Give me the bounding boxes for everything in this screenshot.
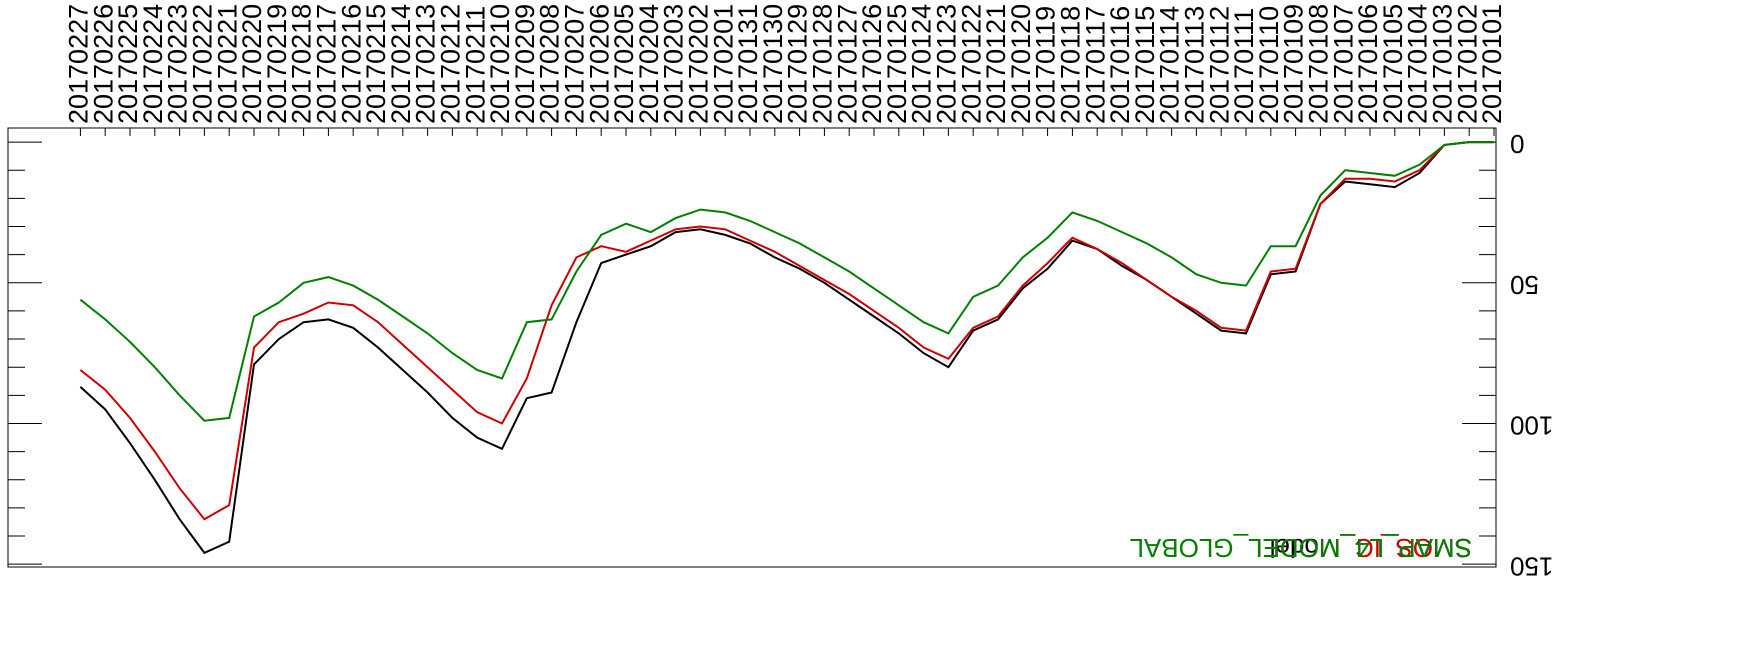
- x-tick-label: 20170211: [460, 6, 490, 124]
- x-tick-label: 20170106: [1353, 4, 1383, 124]
- x-tick-label: 20170227: [64, 4, 94, 124]
- x-tick-label: 20170124: [907, 4, 937, 124]
- x-tick-label: 20170120: [1006, 4, 1036, 124]
- x-tick-label: 20170117: [1080, 6, 1110, 124]
- x-tick-label: 20170116: [1105, 6, 1135, 124]
- x-tick-label: 20170215: [361, 4, 391, 124]
- x-tick-label: 20170104: [1403, 4, 1433, 124]
- x-tick-label: 20170113: [1180, 6, 1210, 124]
- x-tick-label: 20170115: [1130, 6, 1160, 124]
- x-tick-label: 20170222: [188, 4, 218, 124]
- x-tick-label: 20170226: [88, 4, 118, 124]
- x-tick-label: 20170125: [882, 4, 912, 124]
- x-tick-label: 20170220: [237, 4, 267, 124]
- x-tick-label: 20170216: [336, 4, 366, 124]
- x-tick-label: 20170118: [1056, 6, 1086, 124]
- x-tick-label: 20170209: [510, 4, 540, 124]
- y-tick-label: 50: [1510, 270, 1539, 300]
- series-line: [79, 141, 1494, 521]
- x-tick-label: 20170219: [262, 4, 292, 124]
- x-tick-label: 20170223: [163, 4, 193, 124]
- legend-entry: SMAP_L4_Model: [1270, 533, 1472, 563]
- x-tick-label: 20170212: [436, 4, 466, 124]
- x-tick-label: 20170102: [1452, 4, 1482, 124]
- x-tick-label: 20170122: [956, 4, 986, 124]
- x-tick-label: 20170224: [138, 4, 168, 124]
- x-tick-label: 20170119: [1031, 6, 1061, 124]
- x-tick-label: 20170129: [783, 4, 813, 124]
- x-tick-label: 20170214: [386, 4, 416, 124]
- x-tick-label: 20170111: [1229, 8, 1259, 124]
- x-tick-label: 20170108: [1304, 4, 1334, 124]
- x-tick-label: 20170110: [1254, 6, 1284, 124]
- x-tick-label: 20170123: [932, 4, 962, 124]
- x-tick-label: 20170128: [808, 4, 838, 124]
- x-tick-label: 20170103: [1428, 4, 1458, 124]
- x-tick-label: 20170218: [287, 4, 317, 124]
- y-tick-label: 0: [1510, 129, 1524, 159]
- x-tick-label: 20170217: [312, 4, 342, 124]
- x-tick-label: 20170213: [411, 4, 441, 124]
- series-line: [79, 141, 1494, 555]
- x-tick-label: 20170204: [634, 4, 664, 124]
- x-tick-label: 20170114: [1155, 6, 1185, 124]
- plot-frame: [7, 127, 1497, 568]
- plot: 0501001502017010120170102201701032017010…: [7, 4, 1553, 581]
- x-tick-label: 20170202: [684, 4, 714, 124]
- x-tick-label: 20170205: [609, 4, 639, 124]
- x-tick-label: 20170109: [1279, 4, 1309, 124]
- x-tick-label: 20170225: [113, 4, 143, 124]
- x-tick-label: 20170210: [485, 4, 515, 124]
- x-tick-label: 20170208: [535, 4, 565, 124]
- x-tick-label: 20170127: [832, 4, 862, 124]
- x-tick-label: 20170121: [981, 4, 1011, 124]
- x-tick-label: 20170201: [708, 4, 738, 124]
- legend-entry: SMOS_IC_MODEL: [1248, 533, 1472, 563]
- x-tick-label: 20170112: [1204, 6, 1234, 124]
- x-tick-label: 20170107: [1328, 4, 1358, 124]
- x-tick-label: 20170206: [584, 4, 614, 124]
- x-tick-label: 20170131: [733, 4, 763, 124]
- series-line: [79, 141, 1494, 422]
- x-tick-label: 20170101: [1477, 4, 1507, 124]
- x-tick-label: 20170130: [758, 4, 788, 124]
- x-tick-label: 20170105: [1378, 4, 1408, 124]
- y-tick-label: 150: [1510, 551, 1553, 581]
- y-tick-label: 100: [1510, 411, 1553, 441]
- legend-entry: SMAP_L4_MODEL_GLOBAL: [1130, 533, 1473, 563]
- x-tick-label: 20170126: [857, 4, 887, 124]
- x-tick-label: 20170207: [560, 4, 590, 124]
- x-tick-label: 20170221: [212, 4, 242, 124]
- x-tick-label: 20170203: [659, 4, 689, 124]
